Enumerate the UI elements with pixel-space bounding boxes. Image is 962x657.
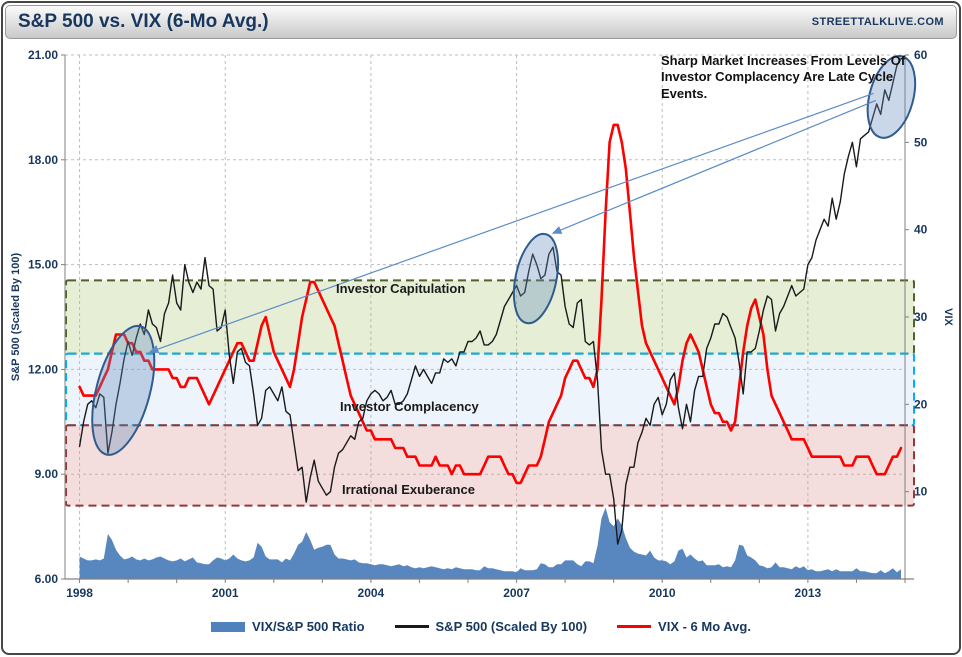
legend-item: S&P 500 (Scaled By 100)	[394, 619, 588, 634]
y-right-tick: 40	[914, 223, 928, 237]
x-tick: 2007	[503, 586, 530, 600]
y-left-axis-title: S&P 500 (Scaled By 100)	[10, 253, 22, 382]
y-right-tick: 20	[914, 397, 928, 411]
annotation-note: Sharp Market Increases From Levels Of In…	[661, 53, 906, 101]
legend-label: S&P 500 (Scaled By 100)	[435, 619, 588, 634]
x-tick: 2010	[649, 586, 676, 600]
x-tick: 1998	[66, 586, 93, 600]
band-1	[65, 352, 915, 427]
x-tick: 2013	[795, 586, 822, 600]
y-left-tick: 6.00	[35, 572, 59, 586]
chart-canvas: 6.00 9.00 12.00 15.00 18.00 21.00 10 20 30 40 50 60…	[10, 48, 954, 600]
highlight-ellipse	[866, 55, 917, 139]
band-2	[65, 424, 915, 507]
y-right-axis-title: VIX	[942, 308, 954, 326]
band-label-irrational-exuberance: Irrational Exuberance	[342, 482, 475, 497]
legend-label: VIX - 6 Mo Avg.	[658, 619, 751, 634]
y-right-tick: 10	[914, 485, 928, 499]
legend-label: VIX/S&P 500 Ratio	[252, 619, 365, 634]
x-tick: 2004	[358, 586, 385, 600]
legend-swatch	[394, 625, 429, 628]
sp500-line	[78, 57, 902, 545]
y-left-tick: 21.00	[28, 48, 58, 62]
chart-area: 6.00 9.00 12.00 15.00 18.00 21.00 10 20 30 40 50 60…	[3, 39, 959, 651]
vix-line	[78, 123, 903, 485]
legend-swatch	[211, 621, 246, 632]
brand-label: STREETTALKLIVE.COM	[811, 16, 944, 28]
y-left-tick: 18.00	[28, 153, 58, 167]
y-left-tick: 9.00	[35, 467, 59, 481]
legend-item: VIX - 6 Mo Avg.	[617, 619, 751, 634]
band-label-investor-complacency: Investor Complacency	[340, 399, 479, 414]
legend-swatch	[617, 625, 652, 628]
x-tick: 2001	[212, 586, 239, 600]
y-right-tick: 50	[914, 135, 928, 149]
annotation-arrow	[148, 92, 874, 354]
y-left-tick: 15.00	[28, 258, 58, 272]
y-right-tick: 30	[914, 310, 928, 324]
ratio-area	[79, 507, 902, 579]
legend-item: VIX/S&P 500 Ratio	[211, 619, 365, 634]
highlight-ellipse	[91, 324, 156, 456]
band-label-investor-capitulation: Investor Capitulation	[336, 281, 466, 296]
legend: VIX/S&P 500 Ratio S&P 500 (Scaled By 100)…	[3, 619, 959, 634]
title-bar: S&P 500 vs. VIX (6-Mo Avg.) STREETTALKLI…	[5, 5, 957, 39]
highlight-ellipse	[512, 232, 560, 325]
y-right-tick: 60	[914, 48, 928, 62]
y-left-tick: 12.00	[28, 362, 58, 376]
page-title: S&P 500 vs. VIX (6-Mo Avg.)	[18, 11, 269, 32]
annotation-arrow	[551, 99, 877, 234]
